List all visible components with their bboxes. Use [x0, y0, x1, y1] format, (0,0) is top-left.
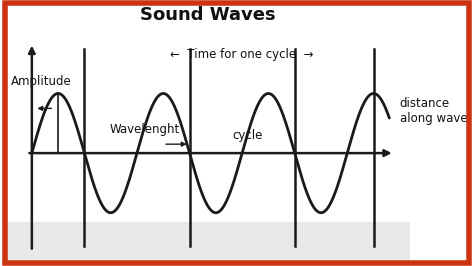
Text: distance
along wave: distance along wave	[400, 97, 467, 125]
Text: ←  Time for one cycle  →: ← Time for one cycle →	[170, 48, 314, 61]
Title: Sound Waves: Sound Waves	[140, 6, 276, 24]
Bar	[6, 222, 410, 260]
Text: Wavelenght: Wavelenght	[110, 123, 180, 136]
Text: cycle: cycle	[232, 129, 263, 142]
Text: Amplitude: Amplitude	[11, 75, 72, 88]
